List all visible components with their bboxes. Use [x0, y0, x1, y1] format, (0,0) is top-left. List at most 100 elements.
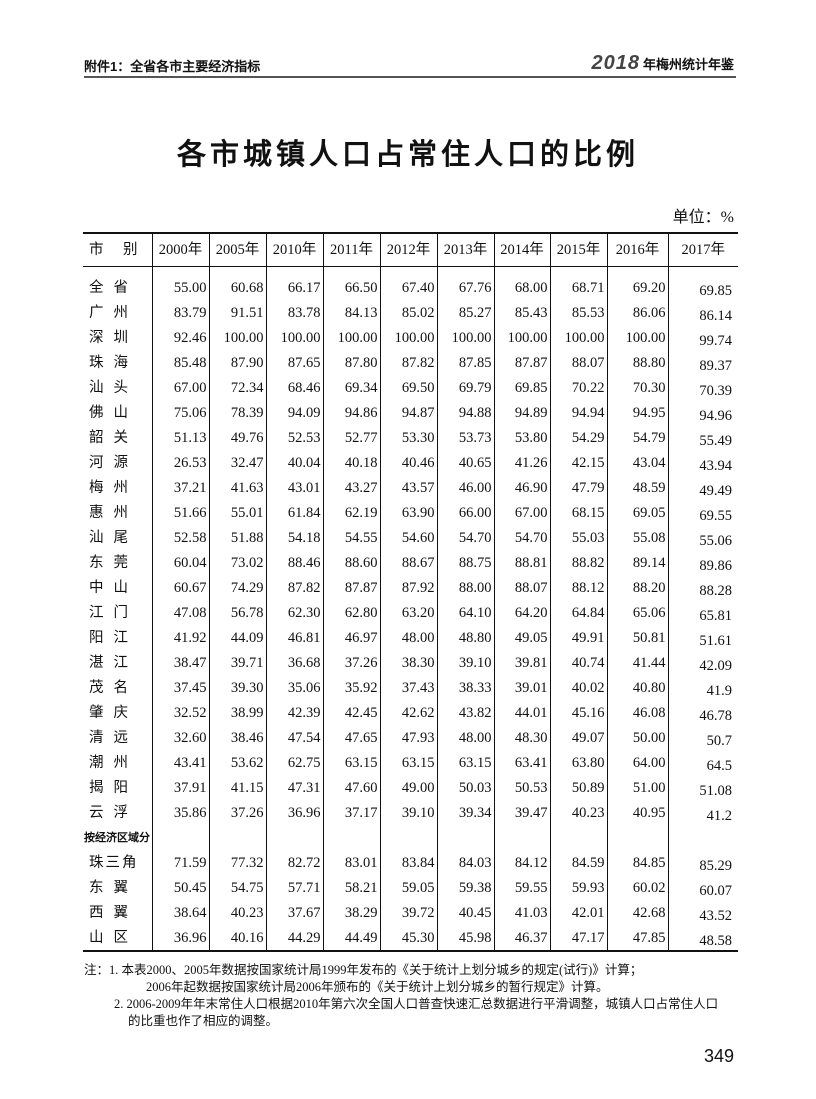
- table-cell: 40.23: [208, 900, 266, 925]
- table-cell: 38.46: [208, 725, 266, 750]
- table-cell: 54.29: [549, 425, 607, 450]
- table-cell: 47.17: [549, 925, 607, 952]
- table-cell: 53.73: [436, 425, 494, 450]
- table-cell: 59.05: [379, 875, 437, 900]
- table-cell: 53.30: [379, 425, 437, 450]
- row-label: 佛山: [89, 404, 138, 421]
- table-cell: 62.75: [265, 750, 323, 775]
- table-row: 中山 60.67 74.29 87.82 87.87 87.92 88.00 88.07 88.…: [83, 575, 738, 600]
- page-title: 各市城镇人口占常住人口的比例: [176, 139, 639, 171]
- table-cell: 54.18: [265, 525, 323, 550]
- table-cell: 46.90: [493, 475, 550, 500]
- table-cell: 41.9: [667, 675, 738, 700]
- urbanization-table: 市 别 2000年 2005年 2010年 2011年 2012年 2013年 2014年 20…: [83, 232, 738, 952]
- table-cell: 87.82: [379, 350, 437, 375]
- row-label: 潮州: [89, 754, 138, 771]
- row-label: 梅州: [89, 479, 138, 496]
- table-cell: 38.30: [379, 650, 437, 675]
- table-cell: 87.90: [208, 350, 266, 375]
- table-cell: 37.91: [151, 775, 209, 800]
- table-cell: 43.01: [265, 475, 323, 500]
- table-cell: 69.85: [493, 375, 550, 400]
- table-cell: 85.48: [151, 350, 209, 375]
- table-cell: 46.78: [667, 700, 738, 725]
- row-label: 西翼: [89, 904, 138, 921]
- table-cell: 46.37: [493, 925, 550, 952]
- table-cell: 32.52: [151, 700, 209, 725]
- table-cell: 54.60: [379, 525, 437, 550]
- table-cell: 55.49: [667, 425, 738, 450]
- content-flow: 市 别 2000年 2005年 2010年 2011年 2012年 2013年 2014年 20…: [83, 232, 743, 1030]
- table-cell: 100.00: [265, 325, 323, 350]
- table-cell: 63.20: [379, 600, 437, 625]
- table-row: 西翼 38.64 40.23 37.67 38.29 39.72 40.45 41.03 42.…: [83, 900, 738, 925]
- table-cell: 51.88: [208, 525, 266, 550]
- table-cell: 69.85: [667, 266, 738, 300]
- table-cell: 61.84: [265, 500, 323, 525]
- table-cell: 47.31: [265, 775, 323, 800]
- table-cell: 46.00: [436, 475, 494, 500]
- table-cell: 71.59: [151, 850, 209, 875]
- empty-cell: [379, 825, 437, 850]
- header-divider: [84, 76, 736, 78]
- table-cell: 55.03: [549, 525, 607, 550]
- row-label: 清远: [89, 729, 138, 746]
- table-cell: 89.86: [667, 550, 738, 575]
- table-cell: 41.63: [208, 475, 266, 500]
- table-cell: 43.04: [606, 450, 668, 475]
- table-cell: 85.53: [549, 300, 607, 325]
- page-number: 349: [703, 1046, 734, 1066]
- note-2-cont: 的比重也作了相应的调整。: [128, 1014, 279, 1028]
- table-cell: 69.34: [322, 375, 380, 400]
- table-cell: 48.80: [436, 625, 494, 650]
- table-cell: 94.09: [265, 400, 323, 425]
- table-cell: 63.15: [379, 750, 437, 775]
- row-label: 深圳: [89, 329, 138, 346]
- table-cell: 48.30: [493, 725, 550, 750]
- table-cell: 48.59: [606, 475, 668, 500]
- column-header: 2017年: [667, 232, 738, 267]
- table-cell: 58.21: [322, 875, 380, 900]
- table-cell: 39.71: [208, 650, 266, 675]
- table-cell: 88.46: [265, 550, 323, 575]
- row-label: 全省: [89, 279, 138, 296]
- table-cell: 49.05: [493, 625, 550, 650]
- table-cell: 60.04: [151, 550, 209, 575]
- table-cell: 38.99: [208, 700, 266, 725]
- table-cell: 46.97: [322, 625, 380, 650]
- table-row: 佛山 75.06 78.39 94.09 94.86 94.87 94.88 94.89 94.…: [83, 400, 738, 425]
- note-1: 注：1. 本表2000、2005年数据按国家统计局1999年发布的《关于统计上划…: [84, 963, 643, 977]
- table-cell: 52.77: [322, 425, 380, 450]
- table-cell: 77.32: [208, 850, 266, 875]
- row-label: 揭阳: [89, 779, 138, 796]
- table-cell: 84.85: [606, 850, 668, 875]
- table-cell: 42.62: [379, 700, 437, 725]
- table-cell: 60.68: [208, 266, 266, 300]
- table-row: 深圳 92.46 100.00 100.00 100.00 100.00 100.00 100…: [83, 325, 738, 350]
- column-header: 2012年: [379, 232, 437, 267]
- table-cell: 50.03: [436, 775, 494, 800]
- table-cell: 49.91: [549, 625, 607, 650]
- table-cell: 83.79: [151, 300, 209, 325]
- table-cell: 51.08: [667, 775, 738, 800]
- table-cell: 67.00: [493, 500, 550, 525]
- table-cell: 94.87: [379, 400, 437, 425]
- column-header: 2015年: [549, 232, 607, 267]
- table-row: 潮州 43.41 53.62 62.75 63.15 63.15 63.15 63.41 63.…: [83, 750, 738, 775]
- table-cell: 42.01: [549, 900, 607, 925]
- table-cell: 87.65: [265, 350, 323, 375]
- table-cell: 39.81: [493, 650, 550, 675]
- footnotes: 注：1. 本表2000、2005年数据按国家统计局1999年发布的《关于统计上划…: [84, 962, 744, 1030]
- table-cell: 40.18: [322, 450, 380, 475]
- table-cell: 87.92: [379, 575, 437, 600]
- table-cell: 57.71: [265, 875, 323, 900]
- table-cell: 43.94: [667, 450, 738, 475]
- table-cell: 62.19: [322, 500, 380, 525]
- table-cell: 40.65: [436, 450, 494, 475]
- row-label: 茂名: [89, 679, 138, 696]
- table-cell: 66.00: [436, 500, 494, 525]
- table-row: 惠州 51.66 55.01 61.84 62.19 63.90 66.00 67.00 68.…: [83, 500, 738, 525]
- table-row: 梅州 37.21 41.63 43.01 43.27 43.57 46.00 46.90 47.…: [83, 475, 738, 500]
- table-cell: 67.00: [151, 375, 209, 400]
- table-cell: 42.15: [549, 450, 607, 475]
